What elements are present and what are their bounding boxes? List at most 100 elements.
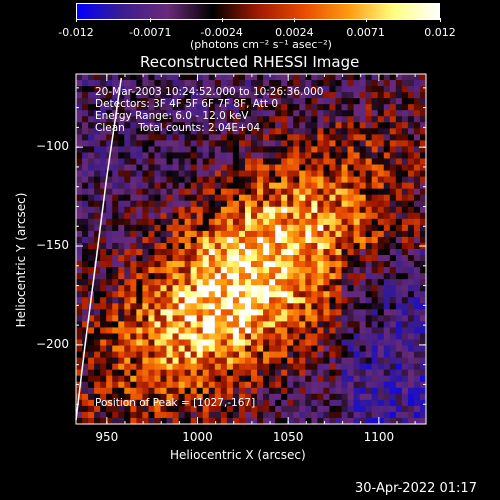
heatmap-cell xyxy=(172,104,180,111)
heatmap-cell xyxy=(293,152,300,160)
heatmap-cell xyxy=(263,110,270,117)
heatmap-cell xyxy=(353,399,361,407)
heatmap-cell xyxy=(365,218,373,226)
heatmap-cell xyxy=(88,267,95,274)
heatmap-cell xyxy=(299,411,306,419)
heatmap-cell xyxy=(263,74,270,81)
heatmap-cell xyxy=(184,393,192,401)
heatmap-cell xyxy=(100,249,107,256)
heatmap-cell xyxy=(244,218,252,226)
heatmap-cell xyxy=(220,249,228,256)
heatmap-cell xyxy=(118,224,125,232)
heatmap-cell xyxy=(166,164,174,172)
heatmap-cell xyxy=(154,164,162,172)
heatmap-cell xyxy=(353,297,361,304)
heatmap-cell xyxy=(148,411,156,419)
heatmap-cell xyxy=(124,116,131,123)
heatmap-cell xyxy=(112,345,119,353)
heatmap-cell xyxy=(353,261,361,268)
heatmap-cell xyxy=(148,351,156,359)
heatmap-cell xyxy=(148,417,156,425)
heatmap-cell xyxy=(202,206,210,214)
heatmap-cell xyxy=(395,393,403,401)
heatmap-cell xyxy=(178,98,186,105)
heatmap-cell xyxy=(154,200,162,208)
heatmap-cell xyxy=(148,182,156,190)
heatmap-cell xyxy=(413,170,421,178)
heatmap-cell xyxy=(214,134,222,141)
heatmap-cell xyxy=(293,104,300,111)
heatmap-cell xyxy=(238,80,246,87)
heatmap-cell xyxy=(208,309,216,316)
heatmap-cell xyxy=(226,188,234,196)
heatmap-cell xyxy=(287,315,294,323)
heatmap-cell xyxy=(172,315,180,323)
heatmap-cell xyxy=(232,218,240,226)
heatmap-cell xyxy=(100,128,107,135)
heatmap-cell xyxy=(142,230,150,238)
heatmap-cell xyxy=(419,273,427,280)
heatmap-cell xyxy=(208,74,216,81)
heatmap-cell xyxy=(238,134,246,141)
heatmap-cell xyxy=(208,104,216,111)
heatmap-cell xyxy=(347,399,355,407)
heatmap-cell xyxy=(389,321,397,329)
heatmap-cell xyxy=(347,333,355,341)
heatmap-cell xyxy=(305,327,312,335)
heatmap-cell xyxy=(311,128,318,135)
heatmap-cell xyxy=(353,206,361,214)
heatmap-cell xyxy=(395,194,403,202)
heatmap-cell xyxy=(413,411,421,419)
heatmap-cell xyxy=(142,285,150,292)
heatmap-cell xyxy=(244,206,252,214)
heatmap-cell xyxy=(413,236,421,244)
heatmap-cell xyxy=(244,351,252,359)
heatmap-cell xyxy=(112,86,119,93)
heatmap-cell xyxy=(281,267,288,274)
heatmap-cell xyxy=(190,104,198,111)
heatmap-cell xyxy=(305,255,312,262)
heatmap-cell xyxy=(347,279,355,286)
heatmap-cell xyxy=(190,267,198,274)
heatmap-cell xyxy=(166,236,174,244)
heatmap-cell xyxy=(257,236,264,244)
heatmap-cell xyxy=(232,363,240,371)
heatmap-cell xyxy=(419,405,427,413)
heatmap-cell xyxy=(389,363,397,371)
heatmap-cell xyxy=(269,357,276,365)
heatmap-cell xyxy=(407,170,415,178)
heatmap-cell xyxy=(395,122,403,129)
heatmap-cell xyxy=(112,381,119,389)
heatmap-cell xyxy=(407,375,415,383)
heatmap-cell xyxy=(136,417,143,425)
heatmap-cell xyxy=(365,321,373,329)
heatmap-cell xyxy=(377,417,385,425)
heatmap-cell xyxy=(190,140,198,148)
heatmap-cell xyxy=(160,128,168,135)
heatmap-cell xyxy=(88,194,95,202)
heatmap-cell xyxy=(172,303,180,310)
heatmap-cell xyxy=(178,224,186,232)
heatmap-cell xyxy=(407,387,415,395)
heatmap-cell xyxy=(329,152,337,160)
heatmap-cell xyxy=(329,92,337,99)
info-line-energy: Energy Range: 6.0 - 12.0 keV xyxy=(95,110,249,122)
heatmap-cell xyxy=(353,393,361,401)
heatmap-cell xyxy=(202,224,210,232)
heatmap-cell xyxy=(244,405,252,413)
heatmap-cell xyxy=(232,393,240,401)
heatmap-cell xyxy=(365,285,373,292)
heatmap-cell xyxy=(232,417,240,425)
heatmap-cell xyxy=(226,116,234,123)
heatmap-cell xyxy=(359,110,367,117)
heatmap-cell xyxy=(263,242,270,250)
heatmap-cell xyxy=(359,236,367,244)
heatmap-cell xyxy=(413,122,421,129)
heatmap-cell xyxy=(76,369,83,377)
heatmap-cell xyxy=(281,242,288,250)
heatmap-cell xyxy=(377,321,385,329)
heatmap-cell xyxy=(263,164,270,172)
heatmap-cell xyxy=(196,188,204,196)
heatmap-cell xyxy=(196,321,204,329)
heatmap-cell xyxy=(148,98,156,105)
